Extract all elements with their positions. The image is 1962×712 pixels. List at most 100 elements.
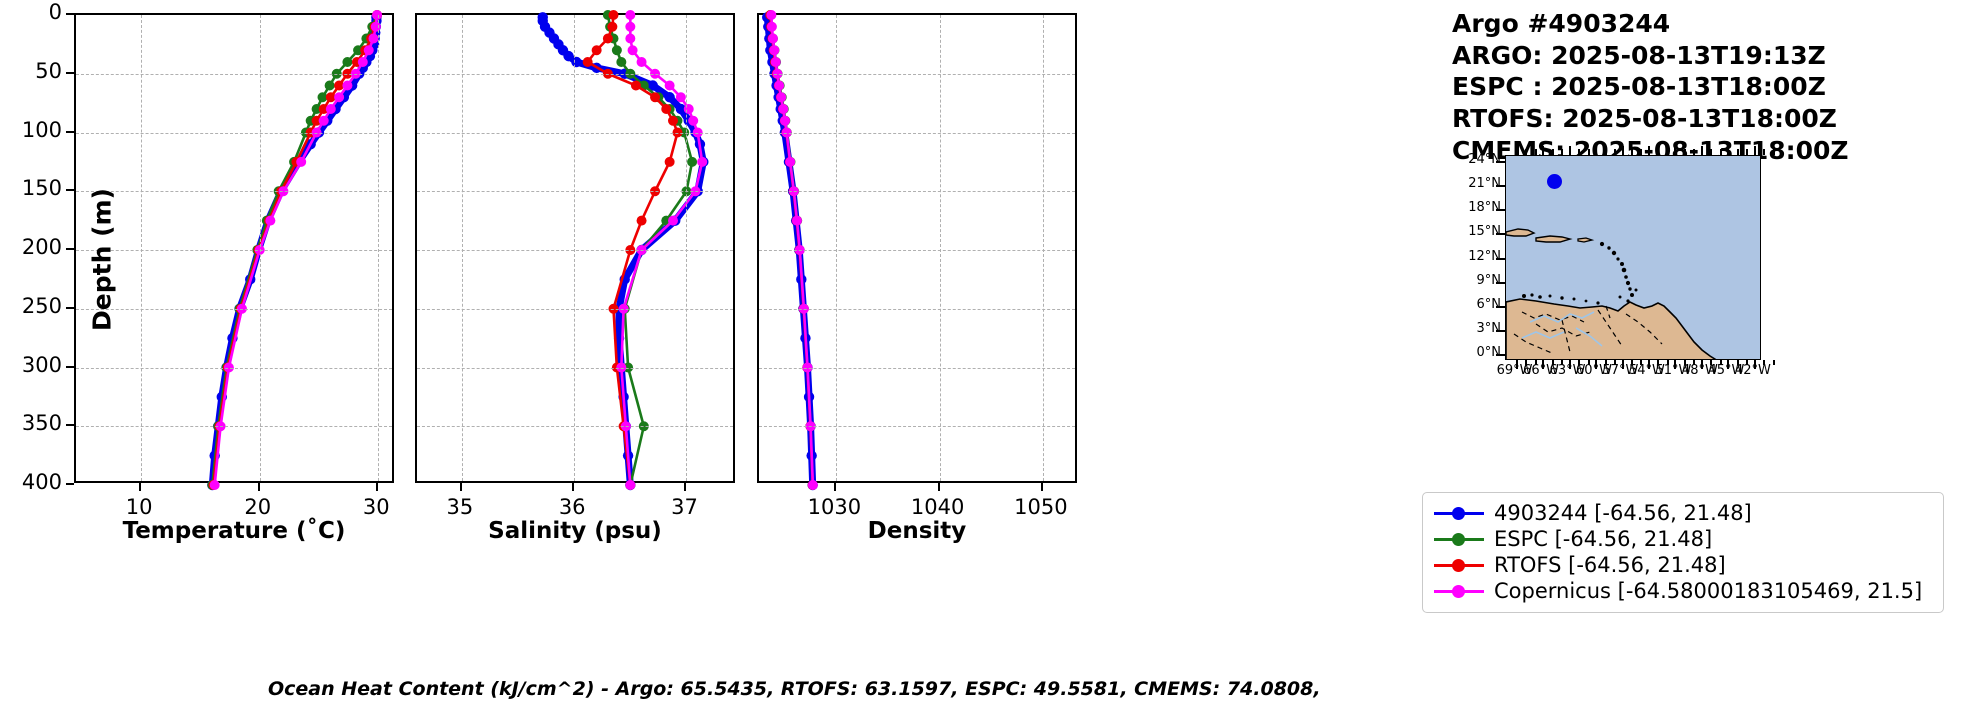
map-minor-tick (1525, 360, 1528, 365)
map-lon-tick-top (1542, 146, 1545, 155)
legend-item[interactable]: 4903244 [-64.56, 21.48] (1434, 500, 1932, 526)
density-panel (757, 10, 1077, 491)
data-point (791, 215, 802, 226)
depth-tick (66, 483, 74, 485)
map-lat-tick (1496, 281, 1505, 284)
map-lon-label: 60°W (1576, 363, 1612, 378)
gridline-vertical (141, 15, 143, 481)
depth-tick (66, 365, 74, 368)
map-minor-tick (1534, 149, 1537, 155)
map-lon-label: 54°W (1629, 363, 1665, 378)
depth-tick (66, 306, 74, 309)
gridline-horizontal (76, 191, 392, 193)
x-tick (937, 483, 940, 491)
depth-tick-label: 50 (35, 58, 62, 83)
map-lon-tick (1568, 360, 1571, 369)
data-point (664, 92, 675, 103)
depth-tick (66, 189, 74, 192)
data-point (296, 156, 307, 167)
depth-tick-label: 300 (21, 352, 62, 377)
location-map[interactable]: 24°N 21°N 18°N 15°N 12°N 9°N 6°N 3°N 0°N 69°W 66°… (1468, 146, 1775, 378)
map-minor-tick (1604, 149, 1607, 155)
map-lon-tick (1648, 360, 1650, 369)
data-point (311, 115, 322, 126)
legend-label: RTOFS [-64.56, 21.48] (1494, 553, 1726, 577)
gridline-vertical (259, 15, 261, 481)
data-point (664, 156, 675, 167)
map-lon-label: 69°W (1496, 363, 1533, 378)
legend-swatch-4903244 (1434, 506, 1484, 520)
map-minor-tick (1710, 149, 1713, 155)
map-minor-tick (1746, 149, 1749, 155)
data-point (697, 156, 708, 167)
data-point (325, 104, 336, 114)
gridline-vertical (574, 15, 576, 481)
gridline-horizontal (759, 191, 1075, 193)
depth-tick (66, 424, 74, 427)
data-point (767, 33, 778, 44)
map-lat-label: 21°N (1468, 176, 1501, 192)
gridline-horizontal (759, 73, 1075, 75)
map-minor-tick (1640, 360, 1643, 365)
map-minor-tick (1631, 360, 1633, 365)
x-tick (1040, 483, 1043, 491)
depth-tick (66, 248, 74, 250)
x-tick (257, 483, 260, 491)
data-point (611, 45, 622, 56)
map-minor-tick (1683, 360, 1686, 365)
data-point (766, 10, 777, 20)
map-minor-tick (1631, 149, 1633, 155)
map-lon-tick-top (1727, 146, 1730, 155)
legend-label: Copernicus [-64.58000183105469, 21.5] (1494, 579, 1923, 603)
argo-location-marker (1547, 174, 1563, 190)
map-lat-label: 3°N (1476, 320, 1502, 336)
data-point (625, 33, 636, 44)
map-minor-tick (1719, 360, 1722, 365)
legend-swatch-rtofs (1434, 558, 1484, 572)
map-lat-tick (1496, 185, 1505, 188)
map-lon-tick (1542, 360, 1545, 369)
gridline-horizontal (759, 308, 1075, 310)
gridline-vertical (836, 15, 838, 481)
depth-tick-label: 400 (21, 470, 62, 494)
map-lon-tick-top (1595, 146, 1598, 155)
data-point (766, 21, 777, 32)
gridline-vertical (686, 15, 688, 481)
data-point (780, 115, 791, 126)
x-tick-label: 1040 (910, 495, 965, 519)
legend-marker-dot (1452, 533, 1465, 546)
gridline-horizontal (759, 250, 1075, 251)
map-minor-tick (1551, 360, 1554, 365)
map-lon-label: 48°W (1681, 363, 1718, 378)
legend-item[interactable]: Copernicus [-64.58000183105469, 21.5] (1434, 578, 1932, 604)
data-point (776, 92, 787, 103)
data-point (363, 45, 374, 56)
x-tick (459, 483, 462, 491)
legend-marker-dot (1452, 507, 1465, 520)
map-lon-tick-top (1568, 146, 1571, 155)
temperature-axis-label: Temperature (˚C) (122, 518, 346, 544)
map-lat-label: 24°N (1468, 152, 1501, 168)
map-minor-tick (1561, 360, 1564, 365)
legend-item[interactable]: ESPC [-64.56, 21.48] (1434, 526, 1932, 552)
salinity-axis-label: Salinity (psu) (488, 518, 662, 544)
data-point (687, 156, 698, 167)
map-lat-label: 18°N (1468, 200, 1501, 216)
data-point (357, 57, 368, 67)
map-lat-label: 12°N (1468, 248, 1501, 264)
map-lat-tick (1496, 209, 1505, 212)
data-point (807, 480, 818, 490)
legend-swatch-copernicus (1434, 584, 1484, 598)
data-point (318, 115, 329, 126)
map-minor-tick (1604, 360, 1607, 365)
map-minor-tick (1614, 149, 1616, 155)
salinity-panel (415, 10, 735, 491)
map-lon-tick-top (1753, 146, 1756, 155)
map-lon-tick-top (1648, 146, 1650, 155)
gridline-horizontal (76, 73, 392, 75)
map-lon-tick (1595, 360, 1598, 369)
map-minor-tick (1666, 360, 1669, 365)
legend-item[interactable]: RTOFS [-64.56, 21.48] (1434, 552, 1932, 578)
gridline-horizontal (759, 132, 1075, 134)
map-minor-tick (1614, 360, 1616, 365)
